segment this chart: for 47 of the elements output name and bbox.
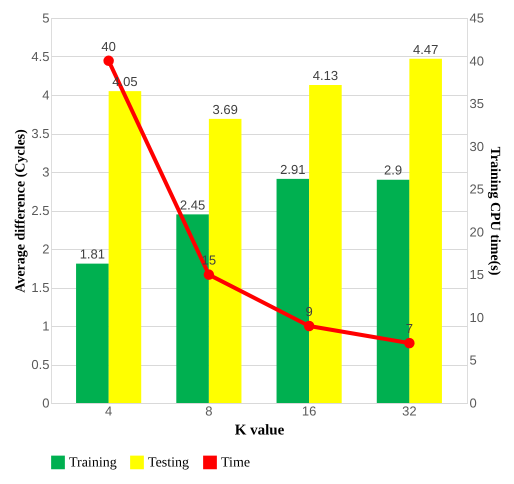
legend-label: Training [69,455,117,470]
data-label: 4.47 [412,42,438,57]
y2-tick-label: 30 [470,138,484,154]
x-axis-title: K value [234,422,285,438]
y-tick-label: 3 [42,164,50,180]
y2-tick-label: 15 [470,267,484,282]
data-label: 1.81 [80,246,106,262]
y2-tick-label: 35 [470,96,484,112]
y-tick-label: 1 [42,318,50,334]
x-tick-label: 16 [302,404,316,418]
data-label: 3.69 [212,102,238,117]
y-tick-label: 0.5 [31,357,50,372]
legend-label: Testing [148,455,190,470]
y2-tick-label: 45 [470,10,484,26]
data-label: 40 [101,38,116,54]
y2-tick-label: 10 [470,310,484,325]
y2-tick-label: 20 [470,224,484,240]
y-tick-label: 5 [42,10,50,26]
data-label: 2.45 [180,197,206,212]
data-label: 15 [202,252,216,268]
y-tick-label: 3.5 [31,126,50,141]
x-tick-label: 32 [402,404,417,418]
y2-tick-label: 25 [470,182,484,197]
y-tick-label: 2 [42,242,50,256]
y-tick-label: 0 [42,396,50,410]
data-label: 2.9 [384,162,402,178]
y-tick-label: 1.5 [31,280,50,295]
point [404,338,415,348]
data-label: 7 [406,321,413,336]
y-axis-title: Average difference (Cycles) [13,128,28,293]
x-tick-label: 4 [105,404,112,418]
y2-tick-label: 0 [470,396,477,410]
bar [108,91,142,403]
point [103,56,114,66]
y2-tick-label: 40 [470,53,484,68]
y-tick-label: 4.5 [31,49,50,64]
legend-label: Time [221,455,250,470]
point [204,269,214,280]
point [304,320,314,332]
data-label: 4.13 [312,68,338,83]
x-tick-label: 8 [205,404,212,418]
data-label: 2.91 [280,162,306,177]
bar [76,264,109,403]
y-tick-label: 2.5 [31,203,50,218]
y-tick-label: 4 [42,88,50,102]
y2-axis-title: Training CPU time(s) [486,146,502,276]
y2-tick-label: 5 [470,352,477,368]
